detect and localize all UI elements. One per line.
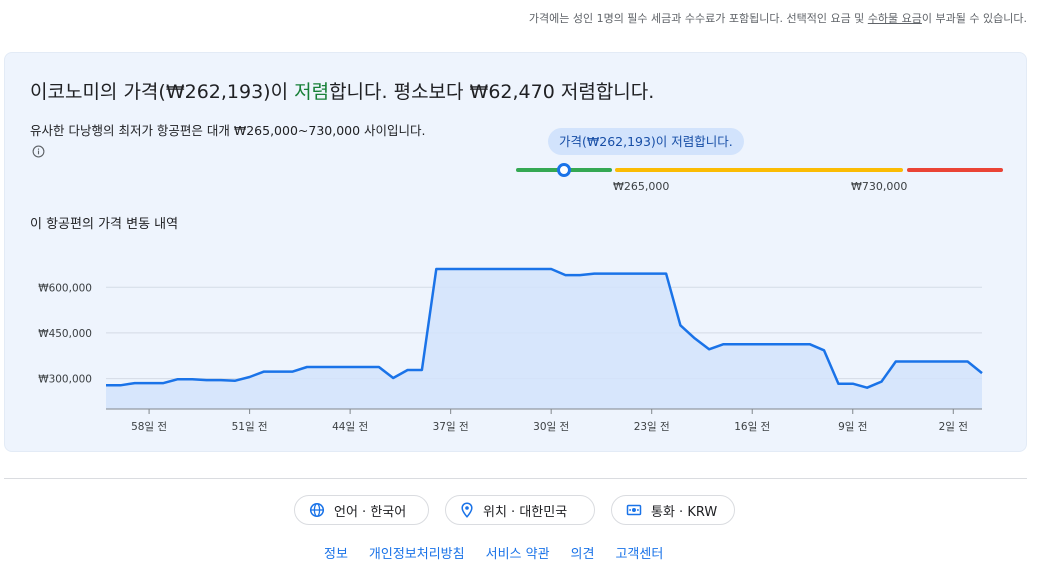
- footer-divider: [4, 478, 1027, 479]
- y-tick-label: ₩600,000: [38, 282, 92, 294]
- price-status: 저렴: [294, 81, 330, 103]
- footer-link-terms[interactable]: 서비스 약관: [485, 547, 550, 562]
- x-tick-label: 9일 전: [838, 420, 867, 433]
- footer-links: 정보 개인정보처리방침 서비스 약관 의견 고객센터: [324, 543, 663, 562]
- currency-label: 통화 · KRW: [651, 504, 718, 520]
- price-insight-card: 이코노미의 가격(₩262,193)이 저렴합니다. 평소보다 ₩62,470 …: [4, 52, 1027, 452]
- footer-link-privacy[interactable]: 개인정보처리방침: [368, 547, 465, 562]
- footer-link-feedback[interactable]: 의견: [570, 547, 595, 562]
- typical-price-text: 유사한 다낭행의 최저가 항공편은 대개 ₩265,000~730,000 사이…: [30, 120, 430, 164]
- footer-link-about[interactable]: 정보: [324, 547, 348, 562]
- typical-price-bar: [615, 168, 903, 172]
- language-button[interactable]: 언어 · 한국어: [294, 495, 429, 525]
- y-tick-label: ₩300,000: [38, 374, 92, 386]
- headline-text: 이코노미의 가격(₩262,193)이: [30, 81, 295, 103]
- x-tick-label: 23일 전: [634, 420, 670, 433]
- x-tick-label: 37일 전: [433, 420, 469, 433]
- high-price-bar: [907, 168, 1003, 172]
- current-price-bubble: 가격(₩262,193)이 저렴합니다.: [548, 128, 744, 155]
- x-tick-label: 58일 전: [131, 420, 167, 433]
- price-line: [106, 267, 983, 389]
- location-pin-icon: [461, 502, 473, 518]
- globe-icon: [309, 502, 325, 518]
- baggage-fee-link[interactable]: 수하물 요금: [867, 12, 922, 25]
- currency-button[interactable]: 통화 · KRW: [611, 495, 735, 525]
- language-label: 언어 · 한국어: [334, 504, 407, 520]
- disclaimer-text-end: 이 부과될 수 있습니다.: [921, 12, 1027, 25]
- current-price-marker: [557, 163, 571, 177]
- price-disclaimer: 가격에는 성인 1명의 필수 세금과 수수료가 포함됩니다. 선택적인 요금 및…: [529, 10, 1027, 26]
- footer-link-help[interactable]: 고객센터: [615, 547, 664, 562]
- price-area: [106, 269, 982, 409]
- disclaimer-text: 가격에는 성인 1명의 필수 세금과 수수료가 포함됩니다. 선택적인 요금 및: [528, 12, 868, 25]
- headline-text-end: 합니다. 평소보다 ₩62,470 저렴합니다.: [329, 81, 655, 103]
- info-icon[interactable]: [32, 143, 45, 164]
- y-tick-label: ₩450,000: [38, 328, 92, 340]
- location-button[interactable]: 위치 · 대한민국: [445, 495, 595, 525]
- x-tick-label: 44일 전: [332, 420, 368, 433]
- currency-icon: [626, 504, 642, 516]
- x-tick-label: 16일 전: [734, 420, 770, 433]
- price-history-title: 이 항공편의 가격 변동 내역: [30, 217, 179, 232]
- x-tick-label: 51일 전: [232, 420, 268, 433]
- range-low-label: ₩265,000: [613, 180, 670, 193]
- x-tick-label: 2일 전: [939, 420, 968, 433]
- typical-range-text: 유사한 다낭행의 최저가 항공편은 대개 ₩265,000~730,000 사이…: [30, 123, 426, 138]
- price-headline: 이코노미의 가격(₩262,193)이 저렴합니다. 평소보다 ₩62,470 …: [30, 77, 654, 104]
- x-tick-label: 30일 전: [533, 420, 569, 433]
- price-history-chart: ₩600,000 ₩450,000 ₩300,000 58일 전 51일 전 44일 전 3…: [38, 267, 983, 433]
- range-high-label: ₩730,000: [851, 180, 908, 193]
- location-label: 위치 · 대한민국: [483, 504, 568, 520]
